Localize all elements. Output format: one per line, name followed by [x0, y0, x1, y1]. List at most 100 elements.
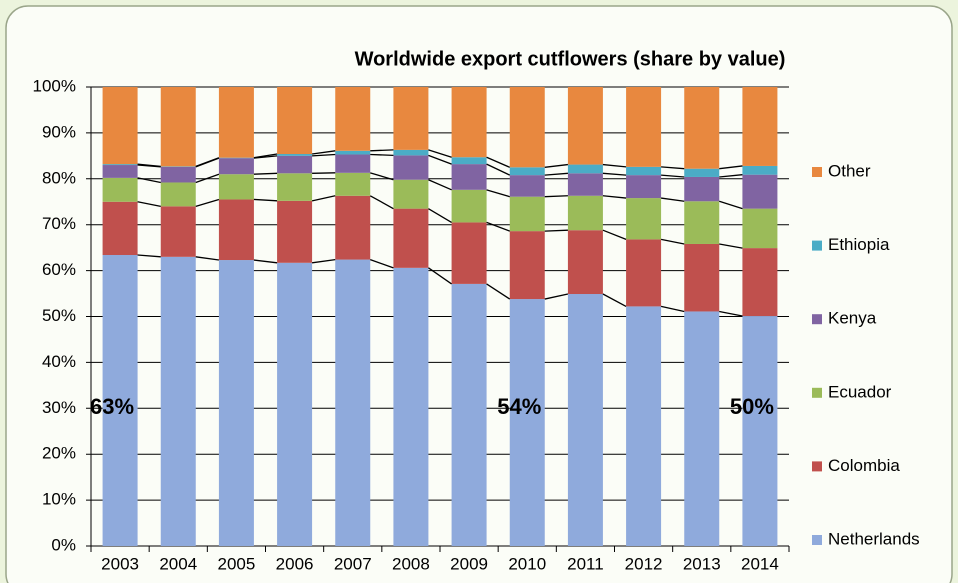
bar-segment	[277, 87, 313, 155]
series-line	[428, 149, 452, 158]
bar-segment	[218, 174, 254, 200]
series-line	[428, 208, 452, 223]
y-tick-label: 60%	[42, 260, 76, 279]
bar-segment	[626, 198, 662, 240]
series-line	[660, 305, 685, 313]
bar-segment	[335, 195, 371, 260]
chart-title: Worldwide export cutflowers (share by va…	[355, 48, 786, 70]
bar-segment	[277, 155, 313, 174]
bar-segment	[335, 172, 371, 196]
series-line	[486, 189, 510, 198]
bar-segment	[567, 195, 603, 231]
x-tick-label: 2009	[450, 554, 488, 573]
bar-segment	[218, 87, 254, 158]
series-line	[602, 293, 627, 307]
bar-segment	[684, 243, 720, 312]
series-line	[253, 259, 278, 264]
bar-segment	[509, 299, 545, 546]
x-tick-label: 2004	[159, 554, 197, 573]
legend-swatch	[812, 240, 822, 251]
legend-swatch	[812, 167, 822, 177]
bar-segment	[567, 230, 603, 295]
bar-segment	[742, 165, 778, 175]
legend-label: Colombia	[828, 456, 900, 475]
series-line	[719, 243, 743, 249]
series-line	[312, 153, 336, 157]
legend-label: Ethiopia	[828, 235, 890, 254]
series-line	[370, 258, 394, 269]
bar-segment	[277, 262, 313, 546]
value-label: 63%	[90, 394, 134, 419]
series-line	[195, 198, 220, 207]
bar-segment	[626, 175, 662, 199]
legend-swatch	[812, 387, 822, 398]
bar-segment	[393, 179, 429, 209]
bar-segment	[160, 166, 196, 183]
series-line	[544, 172, 568, 176]
series-line	[311, 150, 336, 155]
bar-segment	[277, 200, 313, 263]
series-line	[311, 195, 336, 202]
bar-segment	[684, 176, 720, 202]
bar-segment	[684, 201, 720, 244]
legend-label: Netherlands	[828, 529, 920, 548]
y-tick-label: 100%	[33, 76, 76, 95]
y-tick-label: 0%	[51, 535, 76, 554]
series-line	[544, 195, 568, 198]
series-line	[719, 174, 743, 178]
bar-segment	[567, 87, 603, 165]
series-line	[195, 173, 220, 184]
bar-segment	[742, 248, 778, 317]
series-line	[369, 195, 394, 210]
series-line	[660, 238, 685, 245]
bar-segment	[160, 206, 196, 257]
series-line	[428, 154, 452, 165]
y-tick-label: 80%	[42, 168, 76, 187]
series-line	[719, 310, 743, 317]
x-tick-label: 2011	[567, 554, 604, 573]
series-line	[602, 195, 627, 199]
bar-segment	[277, 154, 313, 156]
series-line	[137, 163, 161, 168]
bar-segment	[335, 87, 371, 151]
bar-segment	[160, 87, 196, 167]
y-tick-label: 40%	[42, 352, 76, 371]
bar-segment	[509, 167, 545, 176]
bar-segment	[567, 294, 603, 546]
series-line	[544, 229, 568, 232]
series-line	[253, 153, 278, 159]
series-line	[602, 172, 627, 176]
series-line	[719, 165, 743, 170]
series-line	[602, 229, 627, 240]
x-tick-label: 2005	[218, 554, 256, 573]
bar-segment	[509, 196, 545, 232]
series-line	[195, 157, 220, 168]
series-line	[661, 174, 685, 178]
bar-segment	[567, 164, 603, 174]
series-line	[311, 258, 336, 264]
bar-segment	[626, 306, 662, 546]
bar-segment	[451, 157, 487, 165]
bar-segment	[102, 254, 138, 546]
series-line	[544, 163, 568, 168]
bar-segment	[567, 173, 603, 196]
bar-segment	[277, 173, 313, 201]
y-tick-label: 70%	[42, 214, 76, 233]
series-line	[661, 166, 685, 170]
legend-swatch	[812, 535, 822, 545]
x-tick-label: 2006	[276, 554, 314, 573]
series-line	[428, 179, 452, 191]
y-tick-label: 30%	[42, 398, 76, 417]
series-line	[370, 149, 394, 152]
bar-segment	[509, 175, 545, 197]
bar-segment	[393, 208, 429, 268]
bar-segment	[102, 201, 138, 255]
x-tick-label: 2012	[625, 554, 663, 573]
series-line	[253, 155, 278, 159]
value-label: 54%	[497, 394, 541, 419]
y-tick-label: 10%	[42, 490, 76, 509]
bar-segment	[393, 267, 429, 546]
bar-segment	[684, 168, 720, 177]
bar-segment	[742, 174, 778, 209]
